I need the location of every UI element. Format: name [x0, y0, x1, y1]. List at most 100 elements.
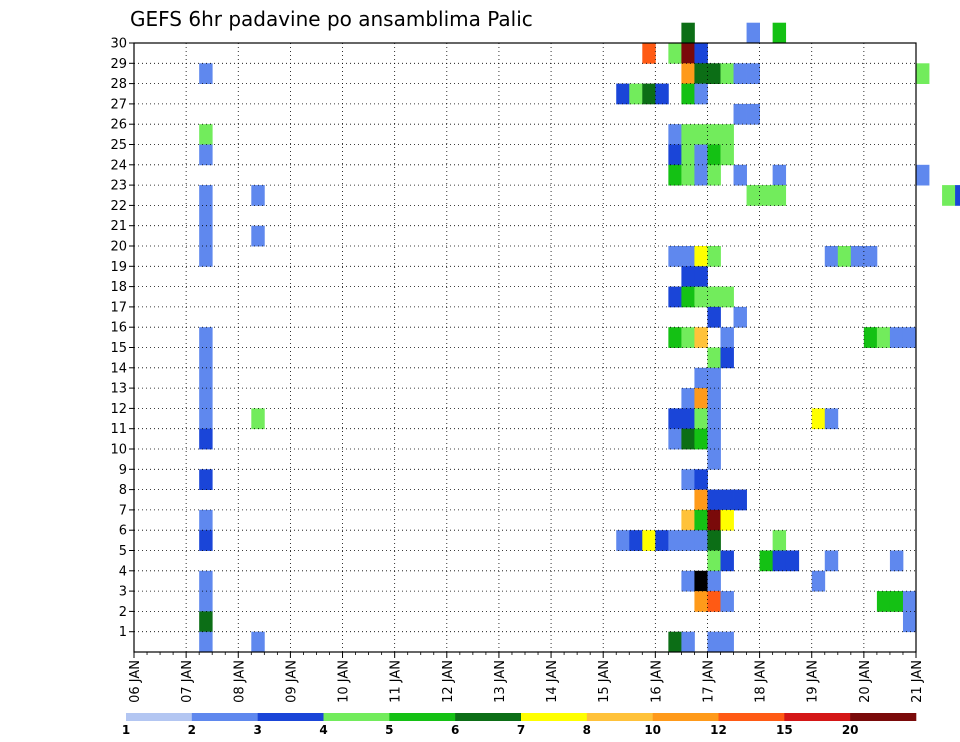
- heatmap-cell: [681, 408, 695, 430]
- heatmap-cell: [694, 327, 708, 348]
- heatmap-cell: [733, 164, 747, 186]
- heatmap-cell: [720, 489, 734, 511]
- colorbar-segment: [521, 713, 588, 721]
- y-tick-label: 18: [110, 280, 127, 295]
- colorbar-label: 4: [319, 723, 327, 737]
- heatmap-cells: [199, 22, 960, 653]
- y-tick-label: 9: [119, 463, 127, 478]
- heatmap-cell: [694, 489, 708, 511]
- x-tick-label: 07 JAN: [180, 660, 195, 703]
- heatmap-cell: [785, 550, 800, 572]
- heatmap-cell: [694, 591, 708, 612]
- heatmap-cell: [942, 185, 956, 206]
- heatmap-cell: [707, 489, 721, 511]
- heatmap-cell: [199, 327, 213, 348]
- heatmap-cell: [707, 306, 721, 328]
- colorbar: 1 2 3 4 5 6 7 8 10 12 15 20: [122, 713, 917, 737]
- heatmap-cell: [694, 469, 708, 490]
- x-tick-label: 11 JAN: [389, 660, 404, 703]
- colorbar-segment: [586, 713, 653, 721]
- heatmap-cell: [746, 63, 760, 84]
- colorbar-segment: [191, 713, 258, 721]
- heatmap-cell: [668, 144, 682, 166]
- heatmap-cell: [694, 164, 708, 186]
- heatmap-cell: [694, 428, 708, 450]
- colorbar-segment: [850, 713, 917, 721]
- y-tick-label: 19: [110, 260, 127, 275]
- heatmap-cell: [616, 530, 630, 551]
- heatmap-cell: [707, 570, 721, 592]
- heatmap-cell: [707, 509, 721, 531]
- y-tick-label: 30: [110, 37, 127, 52]
- heatmap-cell: [694, 530, 708, 551]
- heatmap-cell: [863, 327, 878, 348]
- colorbar-label: 15: [776, 723, 793, 737]
- colorbar-label: 1: [122, 723, 130, 737]
- heatmap-cell: [707, 631, 721, 653]
- colorbar-label: 8: [583, 723, 591, 737]
- heatmap-cell: [681, 83, 695, 105]
- heatmap-cell: [720, 347, 734, 369]
- heatmap-cell: [199, 367, 213, 389]
- colorbar-label: 3: [253, 723, 261, 737]
- heatmap-cell: [668, 327, 682, 348]
- grid-lines: [134, 43, 916, 652]
- heatmap-cell: [707, 591, 721, 612]
- heatmap-cell: [811, 570, 826, 592]
- heatmap-cell: [694, 388, 708, 409]
- heatmap-cell: [720, 286, 734, 308]
- heatmap-cell: [772, 185, 787, 206]
- heatmap-cell: [642, 43, 656, 64]
- heatmap-cell: [681, 327, 695, 348]
- heatmap-cell: [642, 83, 656, 105]
- y-tick-label: 24: [110, 158, 127, 173]
- heatmap-cell: [642, 530, 656, 551]
- y-tick-label: 28: [110, 77, 127, 92]
- y-tick-label: 1: [119, 625, 127, 640]
- heatmap-cell: [772, 164, 787, 186]
- colorbar-segment: [784, 713, 851, 721]
- heatmap-cell: [720, 63, 734, 84]
- y-tick-label: 4: [119, 564, 127, 579]
- heatmap-cell: [837, 246, 852, 267]
- heatmap-cell: [199, 408, 213, 430]
- heatmap-cell: [889, 327, 904, 348]
- y-tick-label: 27: [110, 97, 127, 112]
- heatmap-cell: [199, 347, 213, 369]
- x-axis: 06 JAN 07 JAN 08 JAN 09 JAN 10 JAN 11 JAN 12 J…: [128, 652, 925, 703]
- heatmap-cell: [772, 530, 787, 551]
- heatmap-cell: [916, 164, 930, 186]
- heatmap-cell: [694, 408, 708, 430]
- x-tick-label: 20 JAN: [858, 660, 873, 703]
- heatmap-cell: [199, 611, 213, 633]
- heatmap-cell: [681, 388, 695, 409]
- colorbar-label: 12: [710, 723, 727, 737]
- heatmap-cell: [668, 246, 682, 267]
- heatmap-cell: [199, 509, 213, 531]
- heatmap-cell: [251, 185, 265, 206]
- heatmap-cell: [199, 469, 213, 490]
- heatmap-cell: [707, 388, 721, 409]
- heatmap-cell: [746, 103, 760, 125]
- heatmap-cell: [694, 266, 708, 287]
- heatmap-cell: [668, 164, 682, 186]
- heatmap-cell: [759, 185, 774, 206]
- heatmap-cell: [681, 509, 695, 531]
- heatmap-cell: [199, 530, 213, 551]
- heatmap-cell: [876, 327, 891, 348]
- colorbar-segment: [257, 713, 324, 721]
- colorbar-label: 5: [385, 723, 393, 737]
- heatmap-cell: [681, 43, 695, 64]
- x-tick-label: 12 JAN: [441, 660, 456, 703]
- heatmap-cell: [811, 408, 826, 430]
- heatmap-cell: [720, 509, 734, 531]
- x-tick-label: 19 JAN: [806, 660, 821, 703]
- heatmap-cell: [668, 631, 682, 653]
- heatmap-cell: [707, 63, 721, 84]
- y-tick-label: 22: [110, 199, 127, 214]
- heatmap-cell: [707, 449, 721, 470]
- heatmap-cell: [902, 611, 917, 633]
- heatmap-cell: [199, 144, 213, 166]
- heatmap-cell: [199, 124, 213, 145]
- heatmap-cell: [876, 591, 891, 612]
